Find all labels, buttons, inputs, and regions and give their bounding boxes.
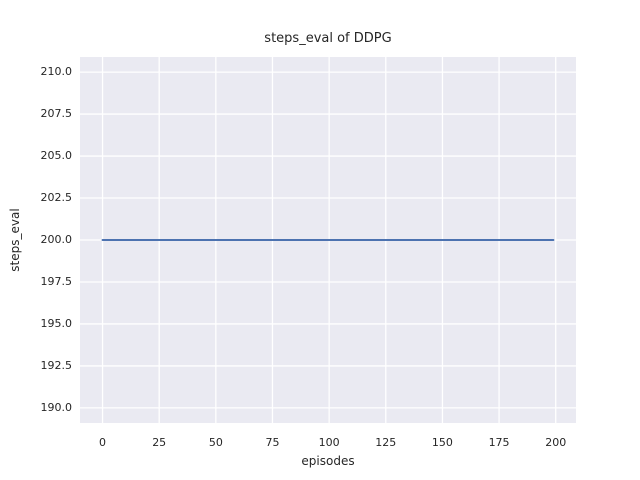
plot-canvas: [80, 57, 576, 423]
plot-area: [80, 57, 576, 423]
y-tick-label: 195.0: [40, 316, 73, 330]
y-tick-label: 210.0: [40, 65, 73, 79]
chart-title: steps_eval of DDPG: [264, 31, 392, 46]
x-tick-label: 175: [488, 436, 510, 449]
x-axis-label: episodes: [301, 454, 355, 468]
x-tick-label: 100: [318, 436, 340, 449]
x-tick-label: 0: [99, 436, 107, 449]
y-tick-label: 207.5: [40, 107, 73, 121]
y-tick-label: 200.0: [40, 233, 73, 246]
x-tick-label: 75: [265, 436, 280, 449]
y-axis-label: steps_eval: [8, 208, 22, 272]
y-tick-label: 197.5: [40, 274, 73, 288]
y-tick-label: 202.5: [40, 191, 73, 205]
y-tick-label: 192.5: [40, 358, 73, 372]
x-tick-label: 150: [431, 436, 453, 449]
x-tick-label: 25: [152, 436, 167, 449]
y-tick-label: 205.0: [40, 149, 73, 163]
x-tick-label: 125: [375, 436, 397, 449]
x-tick-label: 200: [545, 436, 567, 449]
y-tick-label: 190.0: [40, 400, 73, 414]
x-tick-label: 50: [208, 436, 223, 449]
